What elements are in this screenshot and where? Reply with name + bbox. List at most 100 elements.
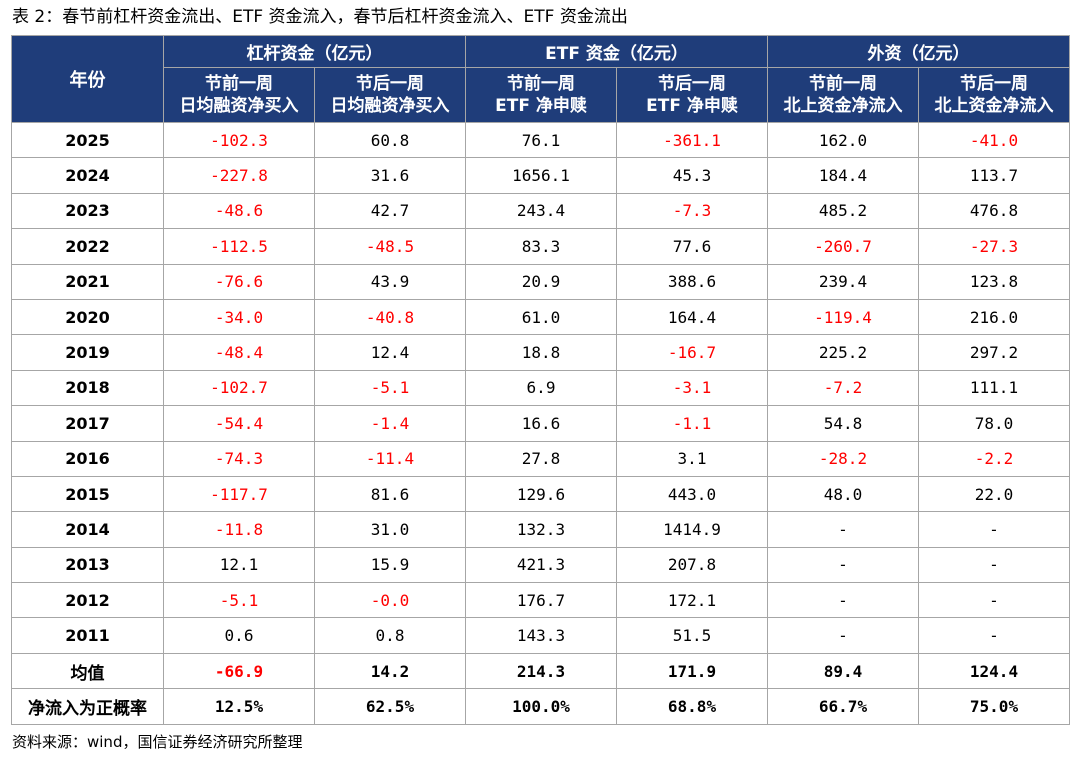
- value-cell: 1414.9: [616, 511, 768, 548]
- value-cell: 225.2: [767, 334, 919, 371]
- year-cell: 2021: [11, 263, 164, 300]
- sub-header: 节后一周 北上资金净流入: [918, 67, 1070, 123]
- year-column-header: 年份: [11, 35, 164, 123]
- value-cell: 12.5%: [163, 688, 315, 725]
- year-cell: 2012: [11, 582, 164, 619]
- value-cell: 31.0: [314, 511, 466, 548]
- value-cell: 6.9: [465, 369, 617, 407]
- value-cell: 143.3: [465, 617, 617, 654]
- summary-row: 均值 -66.9 14.2 214.3 171.9 89.4 124.4: [11, 652, 1070, 690]
- table-row: 2020 -34.0 -40.8 61.0 164.4 -119.4 216.0: [11, 298, 1070, 336]
- value-cell: -1.1: [616, 405, 768, 442]
- value-cell: 81.6: [314, 475, 466, 513]
- value-cell: 485.2: [767, 192, 919, 230]
- sub-header: 节前一周 北上资金净流入: [767, 67, 919, 123]
- value-cell: 113.7: [918, 157, 1070, 194]
- value-cell: -5.1: [163, 582, 315, 619]
- value-cell: 3.1: [616, 440, 768, 477]
- value-cell: -5.1: [314, 369, 466, 407]
- value-cell: -0.0: [314, 582, 466, 619]
- value-cell: -41.0: [918, 121, 1070, 159]
- value-cell: 0.8: [314, 617, 466, 654]
- table-header: 年份 杠杆资金（亿元） ETF 资金（亿元） 外资（亿元） 节前一周 日均融资净买…: [11, 35, 1070, 123]
- value-cell: -: [918, 582, 1070, 619]
- value-cell: 42.7: [314, 192, 466, 230]
- value-cell: 20.9: [465, 263, 617, 300]
- value-cell: 132.3: [465, 511, 617, 548]
- value-cell: 22.0: [918, 475, 1070, 513]
- value-cell: 12.1: [163, 546, 315, 584]
- value-cell: -16.7: [616, 334, 768, 371]
- table-row: 2015 -117.7 81.6 129.6 443.0 48.0 22.0: [11, 475, 1070, 513]
- value-cell: 239.4: [767, 263, 919, 300]
- value-cell: 388.6: [616, 263, 768, 300]
- value-cell: 77.6: [616, 228, 768, 265]
- value-cell: 207.8: [616, 546, 768, 584]
- value-cell: 164.4: [616, 298, 768, 336]
- value-cell: -102.3: [163, 121, 315, 159]
- value-cell: 48.0: [767, 475, 919, 513]
- table-row: 2014 -11.8 31.0 132.3 1414.9- -: [11, 511, 1070, 548]
- value-cell: 45.3: [616, 157, 768, 194]
- value-cell: 75.0%: [918, 688, 1070, 725]
- value-cell: -2.2: [918, 440, 1070, 477]
- table-row: 2019 -48.4 12.4 18.8 -16.7 225.2 297.2: [11, 334, 1070, 371]
- value-cell: 14.2: [314, 652, 466, 690]
- value-cell: 0.6: [163, 617, 315, 654]
- value-cell: 60.8: [314, 121, 466, 159]
- value-cell: 123.8: [918, 263, 1070, 300]
- sub-header: 节后一周 ETF 净申赎: [616, 67, 768, 123]
- value-cell: -: [918, 617, 1070, 654]
- value-cell: -54.4: [163, 405, 315, 442]
- table-row: 2011 0.6 0.8 143.3 51.5- -: [11, 617, 1070, 654]
- year-cell: 2024: [11, 157, 164, 194]
- group-header-etf: ETF 资金（亿元）: [465, 35, 768, 68]
- source-note: 资料来源：wind，国信证券经济研究所整理: [12, 733, 303, 751]
- value-cell: -: [767, 546, 919, 584]
- value-cell: -11.8: [163, 511, 315, 548]
- table-row: 2018 -102.7 -5.1 6.9 -3.1 -7.2 111.1: [11, 369, 1070, 407]
- year-cell: 2017: [11, 405, 164, 442]
- value-cell: 111.1: [918, 369, 1070, 407]
- table-row: 2023 -48.6 42.7 243.4 -7.3 485.2 476.8: [11, 192, 1070, 230]
- value-cell: 243.4: [465, 192, 617, 230]
- sub-header: 节前一周 日均融资净买入: [163, 67, 315, 123]
- value-cell: -117.7: [163, 475, 315, 513]
- value-cell: 83.3: [465, 228, 617, 265]
- table-row: 2022 -112.5 -48.5 83.3 77.6 -260.7 -27.3: [11, 228, 1070, 265]
- value-cell: -: [918, 511, 1070, 548]
- year-cell: 2013: [11, 546, 164, 584]
- value-cell: -27.3: [918, 228, 1070, 265]
- value-cell: -48.4: [163, 334, 315, 371]
- value-cell: 100.0%: [465, 688, 617, 725]
- value-cell: -48.5: [314, 228, 466, 265]
- value-cell: -260.7: [767, 228, 919, 265]
- table-row: 2012 -5.1 -0.0 176.7 172.1- -: [11, 582, 1070, 619]
- table-row: 2017 -54.4 -1.4 16.6 -1.1 54.8 78.0: [11, 405, 1070, 442]
- value-cell: -: [767, 511, 919, 548]
- year-cell: 2023: [11, 192, 164, 230]
- value-cell: -: [767, 617, 919, 654]
- value-cell: 171.9: [616, 652, 768, 690]
- year-cell: 2020: [11, 298, 164, 336]
- value-cell: 129.6: [465, 475, 617, 513]
- year-cell: 2016: [11, 440, 164, 477]
- value-cell: 15.9: [314, 546, 466, 584]
- value-cell: 51.5: [616, 617, 768, 654]
- value-cell: -102.7: [163, 369, 315, 407]
- value-cell: -28.2: [767, 440, 919, 477]
- value-cell: -66.9: [163, 652, 315, 690]
- year-cell: 2025: [11, 121, 164, 159]
- value-cell: 89.4: [767, 652, 919, 690]
- value-cell: -: [918, 546, 1070, 584]
- year-cell: 2019: [11, 334, 164, 371]
- value-cell: 62.5%: [314, 688, 466, 725]
- year-cell: 2011: [11, 617, 164, 654]
- value-cell: 18.8: [465, 334, 617, 371]
- value-cell: -: [767, 582, 919, 619]
- table-row: 2025 -102.3 60.8 76.1 -361.1 162.0 -41.0: [11, 121, 1070, 159]
- table-body: 2025 -102.3 60.8 76.1 -361.1 162.0 -41.0 2024 -2…: [11, 121, 1070, 725]
- value-cell: -1.4: [314, 405, 466, 442]
- value-cell: 297.2: [918, 334, 1070, 371]
- year-cell: 2018: [11, 369, 164, 407]
